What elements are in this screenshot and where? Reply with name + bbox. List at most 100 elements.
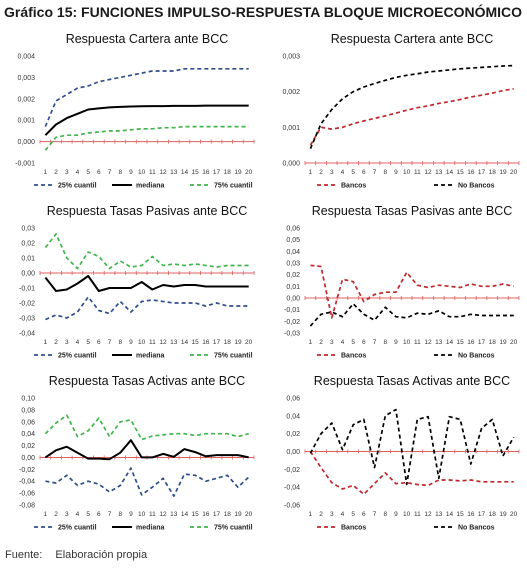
series-line: [309, 87, 514, 146]
x-tick-label: 1: [44, 339, 48, 346]
y-tick-label: 0,01: [286, 284, 300, 291]
x-tick-label: 5: [351, 511, 355, 518]
x-tick-label: 2: [319, 511, 323, 518]
figure-title: Gráfico 15: FUNCIONES IMPULSO-RESPUESTA …: [4, 4, 523, 20]
y-tick-label: 0,003: [282, 54, 300, 61]
x-tick-label: 2: [54, 339, 58, 346]
y-tick-label: -0,02: [19, 467, 35, 474]
x-tick-label: 17: [213, 169, 221, 176]
x-tick-label: 19: [234, 169, 242, 176]
x-tick-label: 9: [129, 339, 133, 346]
y-tick-label: 0,000: [282, 161, 300, 168]
y-tick-label: 0,04: [21, 431, 35, 438]
x-tick-label: 12: [159, 169, 167, 176]
x-tick-label: 1: [44, 511, 48, 518]
x-tick-label: 14: [181, 511, 189, 518]
y-tick-label: 0,00: [286, 449, 300, 456]
x-tick-label: 20: [245, 511, 253, 518]
x-tick-label: 8: [383, 339, 387, 346]
y-tick-label: 0,001: [17, 118, 35, 125]
chart-panel-activas-bancos: Respuesta Tasas Activas ante BCC -0,06 -0,…: [265, 370, 527, 542]
y-tick-label: -0,06: [284, 503, 300, 510]
x-tick-label: 7: [108, 511, 112, 518]
x-tick-label: 19: [234, 511, 242, 518]
y-tick-label: -0,06: [19, 491, 35, 498]
chart-panel-pasivas-quantiles: Respuesta Tasas Pasivas ante BCC -0,04 -0,…: [0, 200, 262, 370]
series-line: [309, 64, 514, 150]
x-tick-label: 2: [319, 169, 323, 176]
x-tick-label: 7: [108, 169, 112, 176]
y-tick-label: -0,01: [284, 307, 300, 314]
x-tick-label: 3: [65, 169, 69, 176]
legend-label: No Bancos: [458, 183, 495, 190]
x-tick-label: 4: [76, 339, 80, 346]
x-tick-label: 3: [330, 169, 334, 176]
x-tick-label: 18: [224, 511, 232, 518]
x-tick-label: 9: [129, 511, 133, 518]
x-tick-label: 8: [383, 511, 387, 518]
x-tick-label: 15: [457, 339, 465, 346]
chart-title: Respuesta Tasas Pasivas ante BCC: [47, 204, 248, 218]
x-tick-label: 6: [97, 169, 101, 176]
y-tick-label: -0,04: [284, 485, 300, 492]
legend-label: 75% cuantil: [214, 183, 253, 190]
y-tick-label: 0,06: [21, 419, 35, 426]
y-tick-label: 0,00: [21, 455, 35, 462]
x-tick-label: 15: [192, 169, 200, 176]
y-tick-label: -0,08: [19, 503, 35, 510]
x-tick-label: 17: [478, 169, 486, 176]
legend-label: mediana: [136, 525, 165, 532]
y-tick-label: -0,04: [19, 331, 35, 338]
chart-panel-pasivas-bancos: Respuesta Tasas Pasivas ante BCC -0,03 -0,…: [265, 200, 527, 370]
x-tick-label: 13: [435, 511, 443, 518]
x-tick-label: 7: [108, 339, 112, 346]
x-tick-label: 17: [478, 339, 486, 346]
x-tick-label: 15: [192, 339, 200, 346]
y-tick-label: 0,002: [282, 89, 300, 96]
x-tick-label: 16: [467, 511, 475, 518]
legend-label: No Bancos: [458, 353, 495, 360]
y-tick-label: -0,02: [19, 301, 35, 308]
y-tick-label: 0,002: [17, 96, 35, 103]
source-text: Elaboración propia: [55, 549, 148, 561]
x-tick-label: 12: [159, 339, 167, 346]
legend-label: 75% cuantil: [214, 525, 253, 532]
y-tick-label: 0,03: [21, 226, 35, 233]
x-tick-label: 6: [97, 339, 101, 346]
series-line: [44, 275, 249, 292]
x-tick-label: 7: [373, 511, 377, 518]
x-tick-label: 2: [54, 511, 58, 518]
x-tick-label: 11: [414, 169, 421, 176]
x-tick-label: 16: [202, 339, 210, 346]
x-tick-label: 7: [373, 169, 377, 176]
x-tick-label: 12: [424, 169, 432, 176]
x-tick-label: 20: [510, 339, 518, 346]
legend-label: mediana: [136, 183, 165, 190]
x-tick-label: 3: [65, 339, 69, 346]
y-tick-label: 0,10: [21, 396, 35, 403]
y-tick-label: -0,001: [15, 161, 35, 168]
x-tick-label: 17: [478, 511, 486, 518]
x-tick-label: 5: [351, 339, 355, 346]
x-tick-label: 10: [138, 511, 146, 518]
x-tick-label: 13: [170, 339, 178, 346]
legend-label: 75% cuantil: [214, 353, 253, 360]
x-tick-label: 13: [435, 339, 443, 346]
x-tick-label: 19: [499, 511, 507, 518]
x-tick-label: 8: [383, 169, 387, 176]
x-tick-label: 17: [213, 511, 221, 518]
y-tick-label: 0,02: [286, 272, 300, 279]
y-tick-label: -0,03: [19, 316, 35, 323]
x-tick-label: 5: [86, 511, 90, 518]
x-tick-label: 16: [202, 169, 210, 176]
legend-label: Bancos: [341, 183, 366, 190]
x-tick-label: 18: [489, 511, 497, 518]
x-tick-label: 14: [446, 339, 454, 346]
y-tick-label: 0,02: [286, 431, 300, 438]
series-line: [309, 302, 514, 327]
chart-svg: Respuesta Tasas Pasivas ante BCC -0,03 -0,…: [284, 204, 520, 360]
y-tick-label: 0,05: [286, 237, 300, 244]
x-tick-label: 11: [414, 511, 421, 518]
x-tick-label: 8: [118, 169, 122, 176]
series-line: [310, 264, 514, 319]
